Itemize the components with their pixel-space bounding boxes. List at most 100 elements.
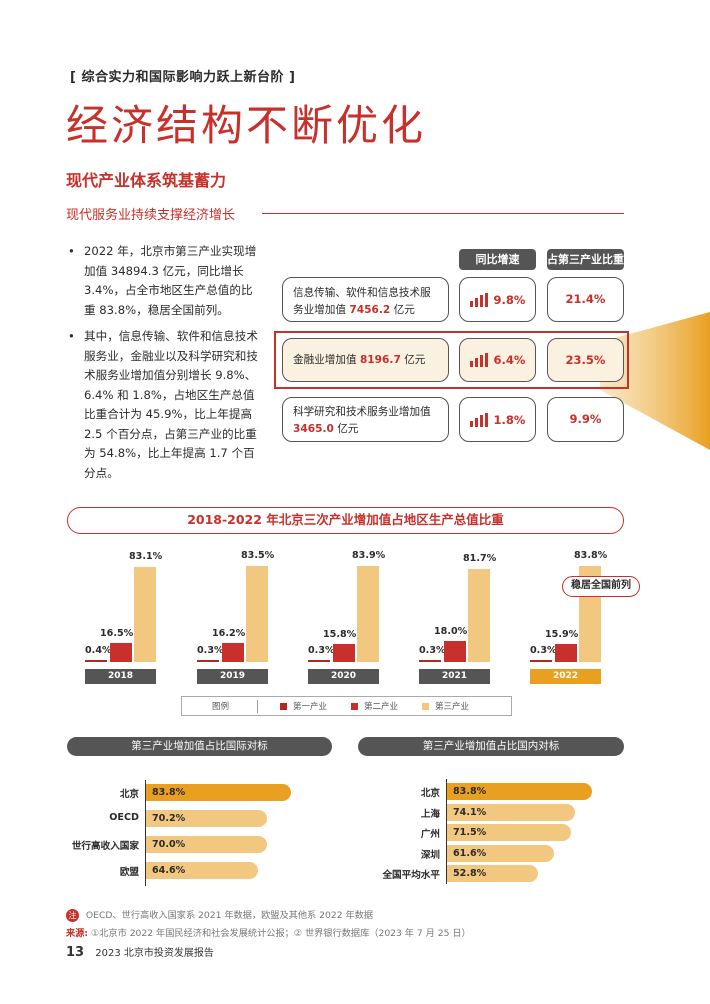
report-name: 2023 北京市投资发展报告 bbox=[95, 948, 214, 959]
page-title: 经济结构不断优化 bbox=[66, 101, 427, 150]
growth-value: 9.8% bbox=[493, 292, 526, 307]
bar-tertiary bbox=[134, 566, 156, 662]
category-axis bbox=[145, 780, 147, 886]
industry-label: 科学研究和技术服务业增加值 3465.0 亿元 bbox=[293, 406, 431, 435]
category-label: 全国平均水平 bbox=[382, 870, 440, 881]
category-label: 北京 bbox=[119, 789, 139, 800]
growth-value: 6.4% bbox=[493, 353, 526, 367]
category-label: 欧盟 bbox=[119, 867, 139, 878]
page-number: 13 bbox=[66, 945, 85, 960]
highlight-frame bbox=[274, 331, 629, 389]
share-card: 23.5% bbox=[547, 338, 624, 382]
bar-label-secondary: 15.9% bbox=[545, 628, 579, 640]
bar-label-secondary: 18.0% bbox=[434, 626, 468, 638]
year-label: 2018 bbox=[85, 669, 156, 684]
industry-card-finance: 金融业增加值 8196.7 亿元 bbox=[282, 338, 449, 382]
bar-highlight: 83.8% bbox=[447, 783, 592, 800]
bar-primary bbox=[85, 660, 107, 662]
bar: 71.5% bbox=[447, 824, 571, 841]
bar: 61.6% bbox=[447, 844, 554, 862]
year-label: 2021 bbox=[419, 669, 490, 684]
bar-label-primary: 0.3% bbox=[419, 645, 446, 656]
note-icon: 注 bbox=[66, 909, 79, 922]
category-label: 北京 bbox=[420, 788, 440, 799]
bar-secondary bbox=[333, 643, 355, 662]
category-label: 深圳 bbox=[420, 849, 440, 861]
bar-chart-icon bbox=[469, 412, 488, 427]
year-label: 2019 bbox=[197, 669, 268, 684]
bar-primary bbox=[530, 660, 552, 662]
international-benchmark-title: 第三产业增加值占比国际对标 bbox=[67, 737, 332, 756]
category-label: OECD bbox=[109, 812, 139, 823]
bar-label-tertiary: 83.1% bbox=[129, 550, 163, 562]
year-label: 2020 bbox=[308, 669, 379, 684]
industry-label: 金融业增加值 8196.7 亿元 bbox=[293, 354, 426, 366]
bar-primary bbox=[197, 660, 219, 662]
bar-secondary bbox=[222, 643, 244, 662]
category-label: 上海 bbox=[420, 808, 440, 820]
bar-chart-icon bbox=[469, 353, 488, 367]
bar: 64.6% bbox=[146, 862, 258, 879]
chapter-kicker: [ 综合实力和国际影响力跃上新台阶 ] bbox=[70, 70, 296, 85]
subsection-rule bbox=[262, 213, 624, 214]
industry-label: 信息传输、软件和信息技术服 务业增加值 7456.2 亿元 bbox=[293, 287, 431, 316]
bar-label-tertiary: 83.8% bbox=[574, 550, 608, 562]
bar-secondary bbox=[110, 643, 132, 662]
source-text: ①北京市 2022 年国民经济和社会发展统计公报；② 世界银行数据库（2023 … bbox=[90, 928, 471, 939]
share-value: 21.4% bbox=[565, 292, 606, 306]
category-label: 广州 bbox=[420, 829, 440, 840]
bar-label-tertiary: 83.5% bbox=[241, 550, 275, 562]
bar-label-tertiary: 83.9% bbox=[352, 550, 386, 561]
legend-item-secondary: 第二产业 bbox=[351, 700, 398, 712]
section-heading: 现代产业体系筑基蓄力 bbox=[66, 171, 227, 190]
leading-annotation: 稳居全国前列 bbox=[562, 576, 640, 597]
bar-label-tertiary: 81.7% bbox=[463, 552, 497, 564]
page-footer: 13 2023 北京市投资发展报告 bbox=[66, 944, 214, 960]
bar-tertiary bbox=[246, 566, 268, 662]
bar-tertiary bbox=[468, 568, 490, 662]
bar-label-primary: 0.3% bbox=[308, 645, 335, 656]
bar: 70.0% bbox=[146, 836, 268, 853]
subsection-heading: 现代服务业持续支撑经济增长 bbox=[66, 208, 236, 223]
bar-chart-icon bbox=[469, 292, 488, 307]
industry-card-research: 科学研究和技术服务业增加值 3465.0 亿元 bbox=[282, 397, 449, 442]
legend-swatch bbox=[280, 703, 288, 710]
share-value: 9.9% bbox=[569, 412, 602, 426]
growth-card: 6.4% bbox=[459, 338, 536, 382]
bar-primary bbox=[419, 660, 441, 662]
bar: 52.8% bbox=[447, 865, 539, 882]
domestic-benchmark-title: 第三产业增加值占比国内对标 bbox=[358, 737, 624, 756]
column-header-growth: 同比增速 bbox=[459, 249, 536, 270]
legend-swatch bbox=[351, 703, 359, 710]
legend-item-primary: 第一产业 bbox=[280, 700, 327, 712]
bar-label-secondary: 16.5% bbox=[100, 628, 134, 640]
bar-highlight: 83.8% bbox=[146, 784, 291, 801]
column-header-share: 占第三产业比重 bbox=[547, 249, 624, 270]
share-value: 23.5% bbox=[565, 353, 606, 367]
category-label: 世行高收入国家 bbox=[71, 841, 139, 852]
growth-value: 1.8% bbox=[493, 412, 526, 427]
share-card: 21.4% bbox=[547, 277, 624, 322]
note-text: OECD、世行高收入国家系 2021 年数据，欧盟及其他系 2022 年数据 bbox=[85, 910, 374, 921]
year-label: 2022 bbox=[530, 669, 601, 684]
bullet-list: 2022 年，北京市第三产业实现增加值 34894.3 亿元，同比增长 3.4%… bbox=[66, 242, 262, 490]
bar: 70.2% bbox=[146, 810, 268, 827]
legend-swatch bbox=[422, 703, 430, 710]
source-line: 来源: ①北京市 2022 年国民经济和社会发展统计公报；② 世界银行数据库（2… bbox=[66, 925, 471, 939]
source-label: 来源: bbox=[66, 928, 89, 939]
growth-card: 9.8% bbox=[459, 277, 536, 322]
category-axis bbox=[446, 779, 448, 884]
bar-label-primary: 0.3% bbox=[197, 645, 224, 656]
bar-label-primary: 0.4% bbox=[85, 645, 112, 656]
bar-tertiary bbox=[357, 566, 379, 662]
legend-item-tertiary: 第三产业 bbox=[422, 700, 469, 712]
bar-secondary bbox=[444, 641, 466, 662]
chart-legend: 图例 第一产业 第二产业 第三产业 bbox=[181, 696, 512, 716]
bullet-item: 2022 年，北京市第三产业实现增加值 34894.3 亿元，同比增长 3.4%… bbox=[66, 242, 262, 320]
legend-title: 图例 bbox=[212, 702, 230, 712]
bar-label-secondary: 16.2% bbox=[212, 628, 246, 640]
growth-card: 1.8% bbox=[459, 397, 536, 442]
share-card: 9.9% bbox=[547, 397, 624, 442]
legend-divider bbox=[257, 699, 259, 713]
note-line: 注 OECD、世行高收入国家系 2021 年数据，欧盟及其他系 2022 年数据 bbox=[66, 907, 373, 922]
